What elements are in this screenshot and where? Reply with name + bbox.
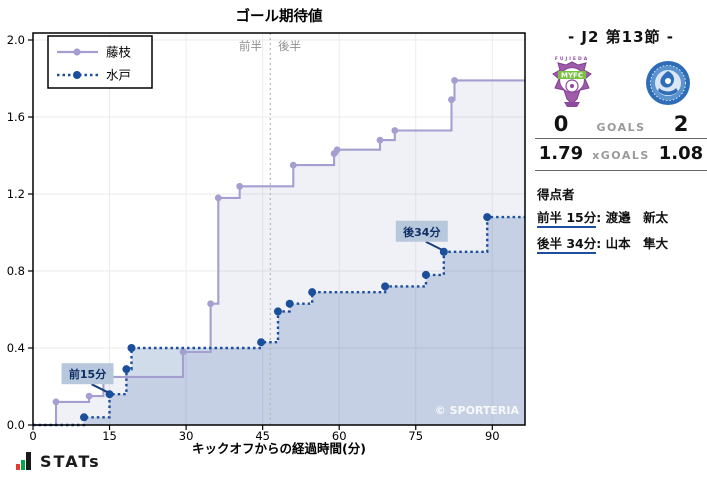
scorer-player: 渡邉 新太 [605, 210, 669, 225]
data-point-home [52, 398, 60, 406]
legend-marker-home [73, 48, 81, 56]
y-tick-label: 0.0 [7, 418, 25, 432]
annotation-box [395, 220, 448, 242]
x-tick-label: 30 [179, 429, 194, 443]
data-point-home [236, 182, 244, 190]
data-point-home [448, 96, 455, 104]
round-title: - J2 第13節 - [567, 28, 674, 46]
y-tick-label: 1.6 [7, 110, 25, 124]
brand-bar-red [16, 464, 20, 470]
xgoals-row: 1.79 xGOALS 1.08 [535, 143, 707, 171]
home-xgoals: 1.79 [538, 143, 584, 164]
data-point-away [273, 307, 282, 316]
home-goals: 0 [553, 112, 569, 136]
goals-row: 0 GOALS 2 [535, 112, 707, 139]
scorer-separator: : [596, 210, 602, 225]
away-crest-wave [658, 88, 678, 96]
x-tick-label: 45 [255, 429, 270, 443]
home-crest-mid-text: MYFC [561, 72, 583, 80]
data-point-away [127, 344, 136, 352]
scorer-time: 前半 15分 [537, 210, 597, 228]
data-point-away [381, 282, 390, 291]
y-tick-label: 1.2 [7, 187, 25, 201]
sporteria-watermark: © SPORTERIA [435, 404, 520, 417]
scorer-player: 山本 隼大 [605, 236, 669, 251]
legend-label-home: 藤枝 [106, 45, 132, 60]
first-half-label: 前半 [239, 39, 262, 53]
data-point-home [451, 77, 458, 84]
legend-label-away: 水戸 [106, 68, 131, 83]
series-line-home [33, 79, 525, 427]
stats-brand-icon [16, 452, 31, 470]
data-point-away [257, 338, 266, 347]
brand-text: STATs [40, 451, 101, 471]
home-team-crest: FUJIEDA MYFC [552, 56, 592, 107]
axis-ticks: 0 15 30 45 60 75 90 0.0 0.4 0.8 1.2 1.6 2.0 [7, 33, 500, 443]
data-point-away [308, 288, 317, 297]
x-tick-label: 90 [485, 429, 500, 443]
annotation-label: 前15分 [69, 367, 106, 381]
goal-annotation: 前15分 [61, 363, 114, 394]
y-tick-label: 0.4 [7, 341, 25, 355]
data-point-home [85, 392, 93, 400]
legend-marker-away [73, 71, 81, 79]
series-lines [33, 77, 525, 427]
brand-bar-green [21, 460, 25, 470]
goals-label: GOALS [596, 121, 646, 134]
gridlines [33, 33, 525, 425]
away-crest-text-ring [650, 65, 686, 101]
away-crest-dot [665, 78, 671, 84]
home-crest-band [558, 71, 586, 79]
brand-bar-black [26, 452, 31, 470]
plot-border [32, 32, 526, 426]
home-crest-ball-center [570, 84, 574, 88]
y-tick-label: 2.0 [7, 33, 25, 47]
annotation-arrow [425, 240, 443, 251]
scorer-entry: 後半 34分: 山本 隼大 [537, 233, 669, 254]
scorers-heading: 得点者 [537, 187, 575, 202]
data-point-home [179, 348, 187, 356]
home-crest-ribbon [564, 102, 580, 107]
annotation-arrow [91, 383, 108, 394]
x-tick-label: 60 [332, 429, 347, 443]
stats-brand: STATs [16, 451, 101, 471]
x-axis-label: キックオフからの経過時間(分) [192, 441, 366, 456]
goal-annotations: 前15分 後34分 [61, 220, 448, 394]
data-point-away [285, 299, 294, 308]
data-point-away [80, 413, 89, 422]
match-summary-panel: - J2 第13節 - FUJIEDA MYFC 0 GOALS 2 [535, 0, 707, 479]
scorer-entry: 前半 15分: 渡邉 新太 [537, 207, 669, 228]
chart-title: ゴール期待値 [236, 7, 323, 25]
x-tick-label: 15 [102, 429, 117, 443]
scorer-time: 後半 34分 [537, 236, 597, 254]
data-point-home [333, 146, 341, 154]
data-point-home [289, 161, 297, 169]
annotation-box [61, 363, 114, 385]
away-team-crest [646, 61, 690, 105]
data-point-home [376, 136, 384, 144]
x-tick-label: 75 [408, 429, 423, 443]
goal-annotation: 後34分 [395, 220, 448, 251]
legend-box [47, 35, 153, 89]
legend: 藤枝 水戸 [47, 35, 153, 89]
y-tick-label: 0.8 [7, 264, 25, 278]
away-goals: 2 [673, 112, 689, 136]
home-crest-top-text: FUJIEDA [555, 56, 589, 62]
data-point-home [391, 127, 399, 134]
series-fill-home [33, 80, 525, 426]
x-tick-label: 0 [29, 429, 36, 443]
annotation-label: 後34分 [403, 225, 440, 239]
scorer-separator: : [596, 236, 602, 251]
away-xgoals: 1.08 [658, 143, 704, 164]
data-point-home [207, 300, 214, 308]
second-half-label: 後半 [278, 39, 301, 53]
data-point-away [483, 213, 492, 222]
data-point-away [122, 365, 131, 374]
data-point-home [214, 194, 222, 202]
xg-step-chart: 前15分 後34分 0 15 30 45 60 75 90 0.0 0.4 0.8 1.2 1.6 2.0… [7, 7, 526, 456]
data-point-away [421, 270, 430, 279]
xgoals-label: xGOALS [592, 149, 650, 162]
